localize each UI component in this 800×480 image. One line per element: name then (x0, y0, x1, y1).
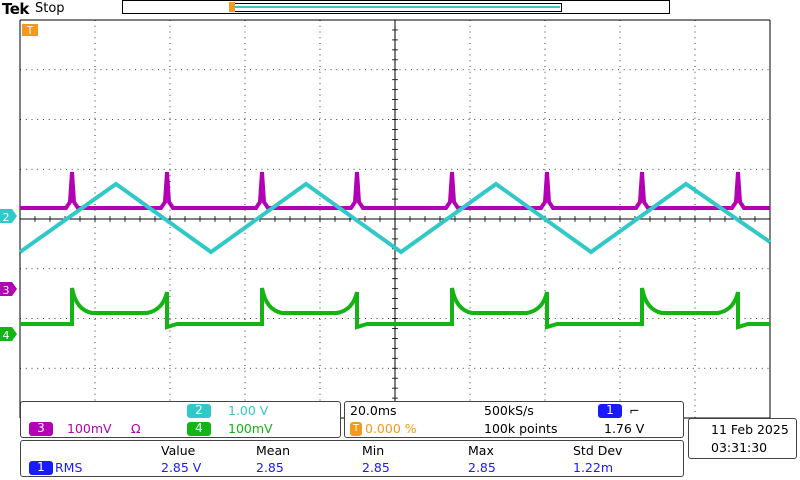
waveform-display[interactable]: T 2 3 4 (0, 0, 800, 420)
timebase-trigger-panel[interactable]: 20.0ms 500kS/s 1 ⌐ T 0.000 % 100k points… (344, 401, 684, 438)
ch2-scale[interactable]: 1.00 V (228, 403, 269, 418)
channel-settings-panel[interactable]: 2 1.00 V 3 100mV Ω 4 100mV (20, 401, 341, 438)
time-per-division[interactable]: 20.0ms (350, 403, 397, 418)
ch3-ground-marker[interactable]: 3 (0, 282, 17, 297)
meas-std-dev: 1.22m (573, 460, 614, 475)
ch4-scale[interactable]: 100mV (228, 421, 273, 436)
measurement-panel[interactable]: Value Mean Min Max Std Dev 1 RMS 2.85 V … (20, 440, 684, 477)
ch2-badge[interactable]: 2 (187, 404, 211, 418)
ch2-waveform (18, 181, 772, 255)
meas-max: 2.85 (468, 460, 496, 475)
brand-logo: Tek (2, 0, 29, 18)
graticule (19, 19, 771, 419)
meas-header-value: Value (161, 443, 196, 458)
meas-channel-badge[interactable]: 1 (29, 461, 53, 475)
meas-header-min: Min (362, 443, 385, 458)
ch3-unit-icon: Ω (131, 421, 141, 436)
ch3-marker-label: 3 (3, 284, 10, 297)
ch3-scale[interactable]: 100mV (67, 421, 112, 436)
meas-header-max: Max (468, 443, 494, 458)
run-state-label: Stop (35, 1, 65, 16)
record-trigger-marker (229, 2, 235, 12)
trigger-level[interactable]: 1.76 V (604, 421, 645, 436)
ch3-badge[interactable]: 3 (29, 422, 53, 436)
date-label: 11 Feb 2025 (711, 422, 789, 437)
ch4-ground-marker[interactable]: 4 (0, 327, 17, 342)
ch4-waveform (20, 287, 770, 330)
ch4-marker-label: 4 (3, 329, 10, 342)
meas-header-std-dev: Std Dev (573, 443, 623, 458)
trigger-slope-icon[interactable]: ⌐ (629, 403, 640, 418)
sample-rate: 500kS/s (484, 403, 534, 418)
time-label: 03:31:30 (711, 440, 768, 455)
ch4-badge[interactable]: 4 (187, 422, 211, 436)
trigger-position-value[interactable]: 0.000 % (365, 421, 417, 436)
record-view-waveform (234, 6, 560, 8)
trigger-marker-label: T (26, 24, 34, 37)
meas-value: 2.85 V (161, 460, 202, 475)
record-length[interactable]: 100k points (484, 421, 558, 436)
ch3-waveform (20, 171, 770, 210)
meas-header-mean: Mean (256, 443, 291, 458)
trigger-position-marker[interactable]: T (22, 24, 38, 37)
trigger-source-badge[interactable]: 1 (598, 404, 622, 418)
ch2-marker-label: 2 (3, 211, 10, 224)
meas-type[interactable]: RMS (55, 460, 83, 475)
meas-min: 2.85 (362, 460, 390, 475)
datetime-panel: 11 Feb 2025 03:31:30 (688, 418, 797, 459)
ch2-ground-marker[interactable]: 2 (0, 209, 17, 224)
meas-mean: 2.85 (256, 460, 284, 475)
trigger-position-icon: T (350, 422, 362, 436)
